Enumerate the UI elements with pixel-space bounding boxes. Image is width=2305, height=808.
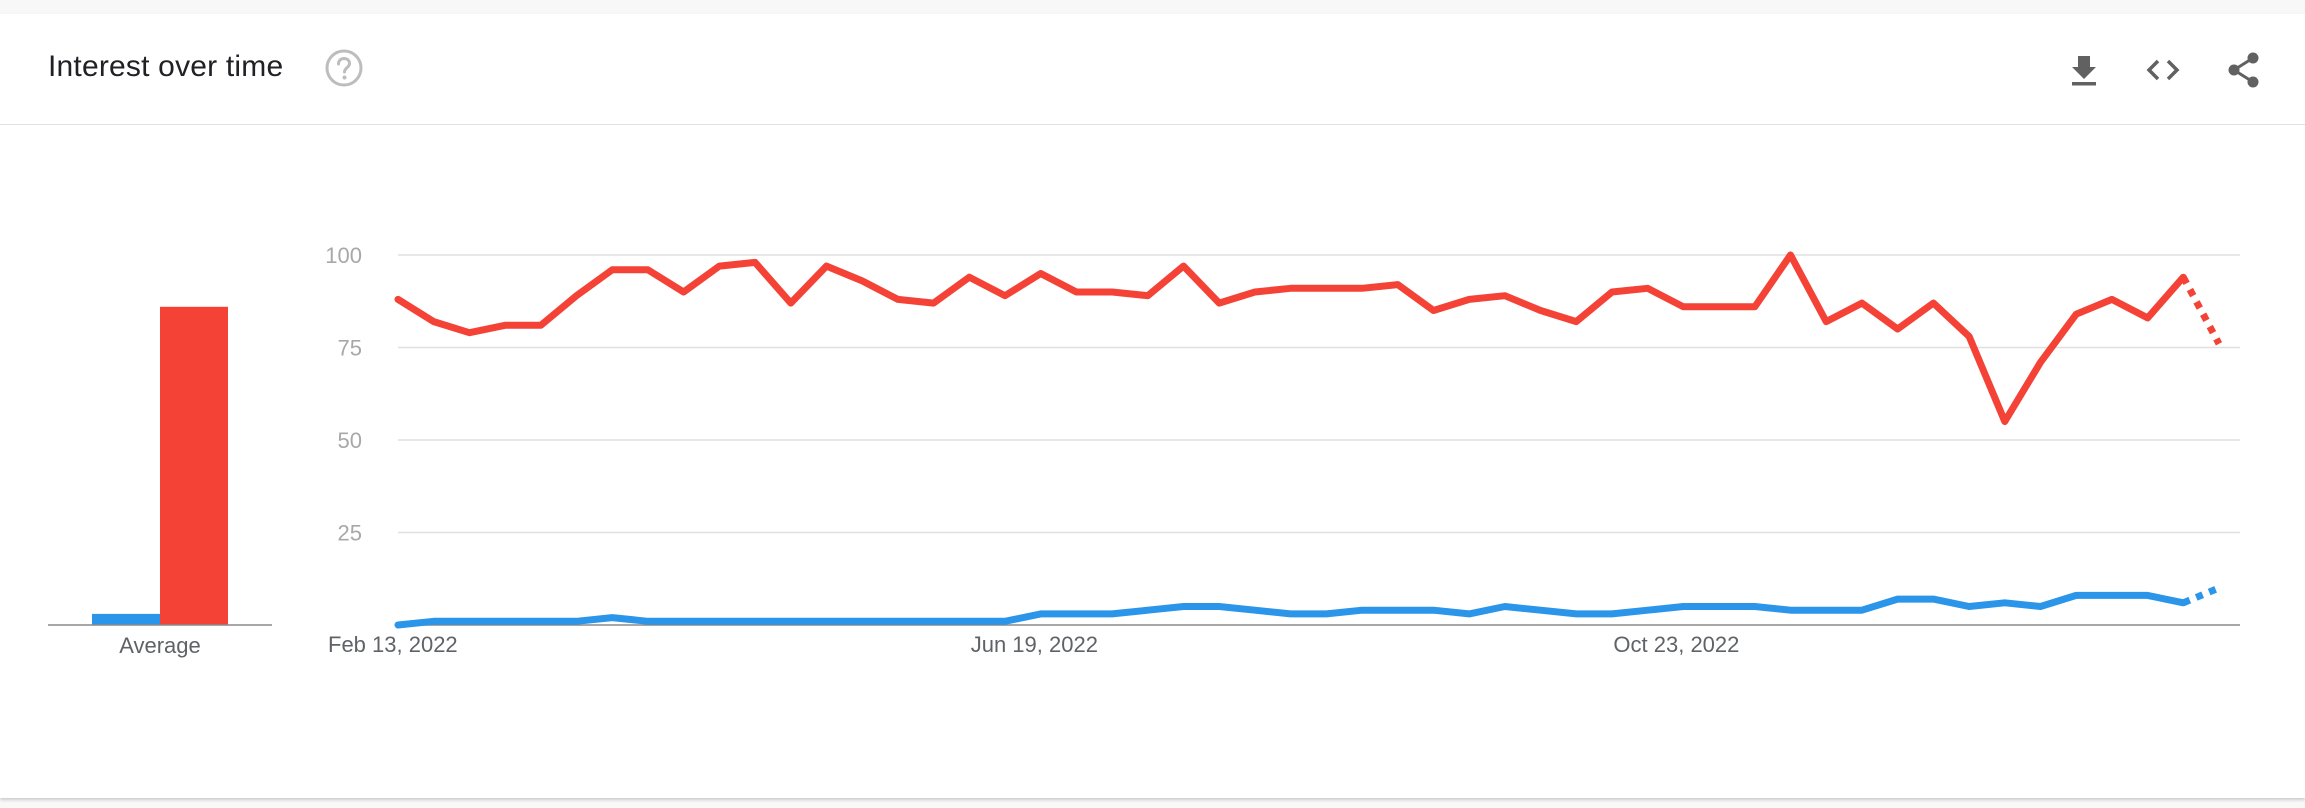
series-lines — [394, 251, 2223, 629]
average-bars: Average — [48, 306, 272, 658]
y-tick-label-100: 100 — [325, 243, 362, 268]
average-bar-blue — [92, 613, 160, 625]
card-header: Interest over time — [0, 14, 2305, 125]
series-partial-segment-0 — [2181, 584, 2221, 607]
series-partial-segment-1 — [2180, 275, 2223, 346]
card-title: Interest over time — [48, 50, 284, 83]
x-tick-label-1: Jun 19, 2022 — [971, 632, 1098, 657]
average-label: Average — [119, 633, 201, 658]
x-axis-labels: Feb 13, 2022 Jun 19, 2022 Oct 23, 2022 — [328, 632, 1739, 657]
interest-over-time-card: Interest over time Average 25 50 75 100 Feb… — [0, 14, 2305, 798]
average-bar-red — [160, 306, 228, 625]
y-tick-label-25: 25 — [338, 521, 362, 546]
y-tick-label-50: 50 — [338, 428, 362, 453]
code-icon[interactable] — [2143, 50, 2183, 90]
x-tick-label-2: Oct 23, 2022 — [1613, 632, 1739, 657]
help-circle-icon[interactable] — [324, 48, 364, 88]
x-tick-label-0: Feb 13, 2022 — [328, 632, 458, 657]
y-tick-label-75: 75 — [338, 336, 362, 361]
interest-chart: Average 25 50 75 100 Feb 13, 2022 Jun 19, 20… — [48, 243, 2240, 658]
series-line-0 — [394, 591, 2187, 629]
share-icon[interactable] — [2224, 50, 2264, 90]
download-icon[interactable] — [2064, 50, 2104, 90]
gridlines: 25 50 75 100 — [325, 243, 2240, 626]
series-line-1 — [394, 251, 2187, 425]
